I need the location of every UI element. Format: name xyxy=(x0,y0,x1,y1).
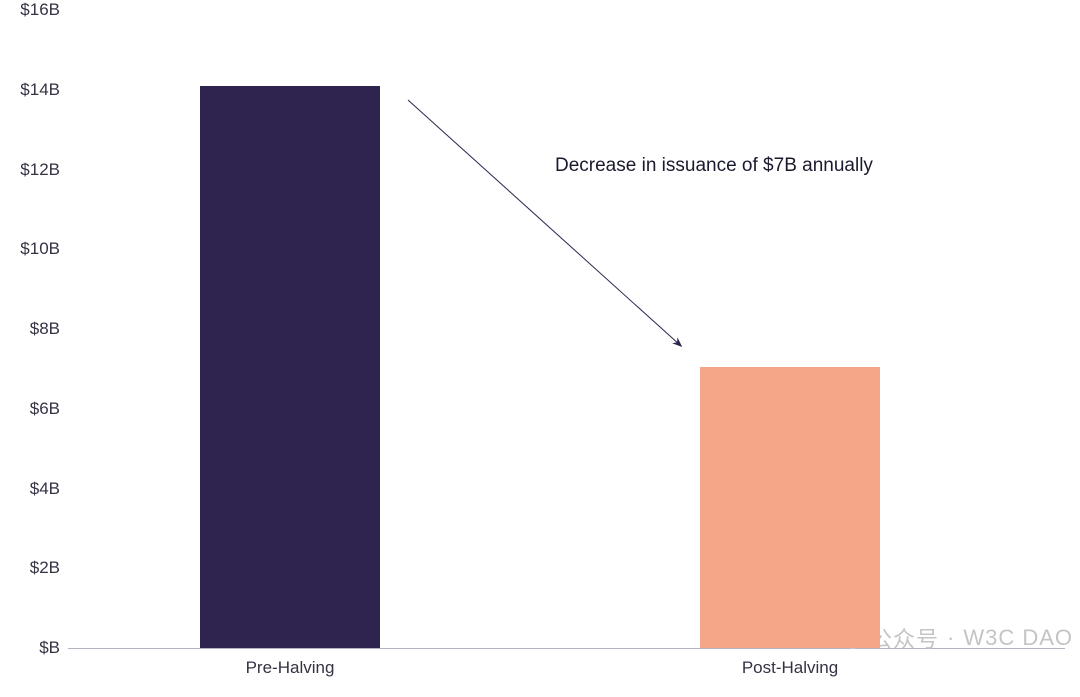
y-tick-label: $6B xyxy=(30,399,60,419)
bar-post-halving xyxy=(700,367,880,648)
watermark-separator: · xyxy=(947,625,955,651)
y-tick-label: $10B xyxy=(20,239,60,259)
watermark-label-cn: 公众号 xyxy=(870,622,939,654)
y-tick-label: $8B xyxy=(30,319,60,339)
y-tick-label: $4B xyxy=(30,479,60,499)
x-tick-label: Pre-Halving xyxy=(246,658,335,678)
watermark-label-en: W3C DAO xyxy=(963,625,1073,651)
x-tick-label: Post-Halving xyxy=(742,658,838,678)
decrease-arrow xyxy=(0,0,1080,697)
y-tick-label: $14B xyxy=(20,80,60,100)
bar-chart: Decrease in issuance of $7B annually 公众号… xyxy=(0,0,1080,697)
annotation-text: Decrease in issuance of $7B annually xyxy=(555,155,873,177)
bar-pre-halving xyxy=(200,86,380,648)
y-tick-label: $12B xyxy=(20,160,60,180)
y-tick-label: $2B xyxy=(30,558,60,578)
y-tick-label: $B xyxy=(39,638,60,658)
y-tick-label: $16B xyxy=(20,0,60,20)
